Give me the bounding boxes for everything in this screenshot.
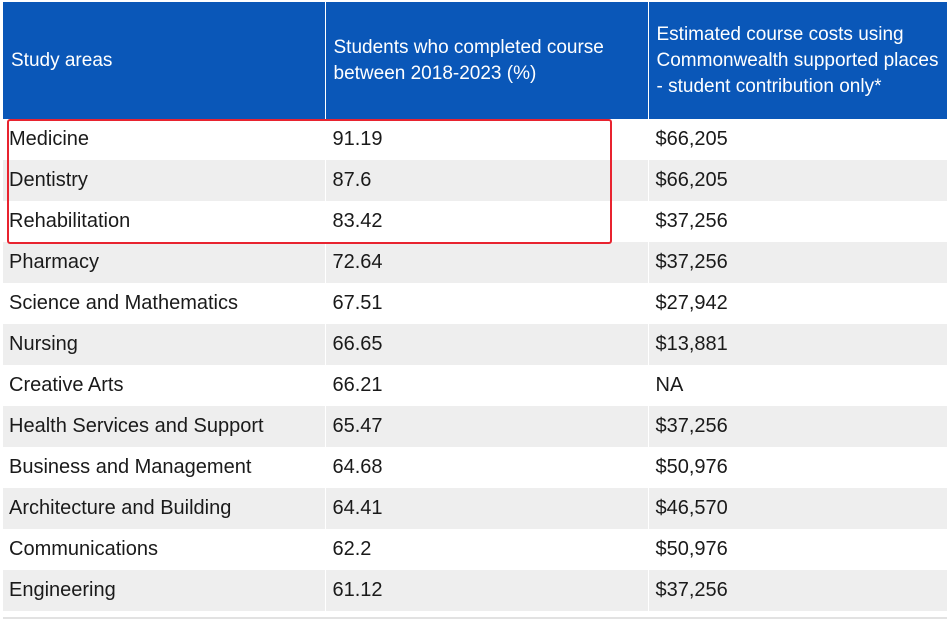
table-row: Science and Mathematics 67.51 $27,942 [3, 283, 947, 324]
table-row: Business and Management 64.68 $50,976 [3, 447, 947, 488]
cell-study-area: Medicine [3, 119, 326, 160]
cell-course-cost: $46,570 [648, 488, 947, 529]
cell-completion-rate: 87.6 [325, 160, 649, 201]
cell-course-cost: $50,976 [648, 529, 947, 570]
cell-completion-rate: 67.51 [325, 283, 649, 324]
table-header-row: Study areas Students who completed cours… [3, 2, 947, 119]
cell-study-area: Architecture and Building [3, 488, 326, 529]
cell-course-cost: $37,256 [648, 242, 947, 283]
table-row: Rehabilitation 83.42 $37,256 [3, 201, 947, 242]
cell-course-cost: NA [648, 365, 947, 406]
cell-course-cost: $37,256 [648, 406, 947, 447]
table-row: Health Services and Support 65.47 $37,25… [3, 406, 947, 447]
cell-study-area: Health Services and Support [3, 406, 326, 447]
study-areas-table: Study areas Students who completed cours… [3, 2, 947, 611]
table-row: Architecture and Building 64.41 $46,570 [3, 488, 947, 529]
cell-completion-rate: 91.19 [325, 119, 649, 160]
cell-study-area: Pharmacy [3, 242, 326, 283]
cell-completion-rate: 62.2 [325, 529, 649, 570]
header-completion-rate: Students who completed course between 20… [325, 2, 649, 119]
header-course-costs: Estimated course costs using Commonwealt… [648, 2, 947, 119]
cell-study-area: Creative Arts [3, 365, 326, 406]
table-row: Pharmacy 72.64 $37,256 [3, 242, 947, 283]
cell-completion-rate: 83.42 [325, 201, 649, 242]
cell-course-cost: $27,942 [648, 283, 947, 324]
cell-course-cost: $13,881 [648, 324, 947, 365]
table-row: Dentistry 87.6 $66,205 [3, 160, 947, 201]
cell-completion-rate: 65.47 [325, 406, 649, 447]
cell-study-area: Nursing [3, 324, 326, 365]
cell-study-area: Science and Mathematics [3, 283, 326, 324]
cell-completion-rate: 64.68 [325, 447, 649, 488]
table-row: Medicine 91.19 $66,205 [3, 119, 947, 160]
table-row: Nursing 66.65 $13,881 [3, 324, 947, 365]
cell-study-area: Business and Management [3, 447, 326, 488]
cell-course-cost: $37,256 [648, 570, 947, 611]
cell-completion-rate: 61.12 [325, 570, 649, 611]
header-study-areas: Study areas [3, 2, 326, 119]
cell-course-cost: $66,205 [648, 119, 947, 160]
table-bottom-divider [3, 617, 947, 619]
cell-completion-rate: 64.41 [325, 488, 649, 529]
cell-course-cost: $66,205 [648, 160, 947, 201]
table-row: Engineering 61.12 $37,256 [3, 570, 947, 611]
cell-study-area: Dentistry [3, 160, 326, 201]
cell-completion-rate: 66.65 [325, 324, 649, 365]
cell-completion-rate: 66.21 [325, 365, 649, 406]
cell-completion-rate: 72.64 [325, 242, 649, 283]
cell-study-area: Engineering [3, 570, 326, 611]
table-row: Communications 62.2 $50,976 [3, 529, 947, 570]
cell-course-cost: $50,976 [648, 447, 947, 488]
cell-course-cost: $37,256 [648, 201, 947, 242]
table-row: Creative Arts 66.21 NA [3, 365, 947, 406]
cell-study-area: Rehabilitation [3, 201, 326, 242]
cell-study-area: Communications [3, 529, 326, 570]
